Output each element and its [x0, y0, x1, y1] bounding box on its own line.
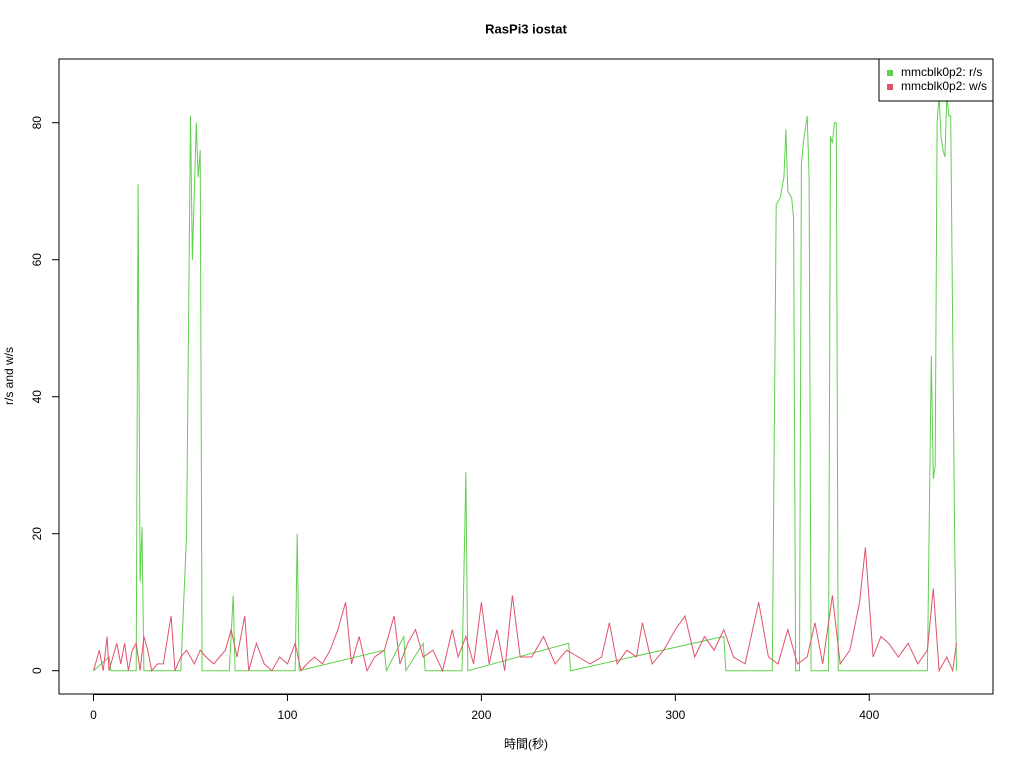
legend-swatch	[887, 84, 893, 90]
x-tick-label: 100	[277, 708, 297, 722]
x-tick-label: 300	[665, 708, 685, 722]
x-tick-label: 400	[859, 708, 879, 722]
legend-box	[878, 58, 994, 102]
data-line	[93, 547, 957, 673]
chart-title: RasPi3 iostat	[485, 21, 567, 36]
plot-frame	[58, 58, 994, 695]
legend-swatch	[887, 70, 893, 76]
x-tick-label: 0	[90, 708, 97, 722]
y-tick-label: 40	[30, 390, 44, 404]
x-tick-label: 200	[471, 708, 491, 722]
y-tick-label: 80	[30, 116, 44, 130]
y-tick-label: 0	[30, 667, 44, 674]
y-tick-label: 20	[30, 527, 44, 541]
y-axis-label: r/s and w/s	[2, 347, 16, 405]
y-tick-label: 60	[30, 253, 44, 267]
x-axis-label: 時間(秒)	[504, 737, 548, 751]
legend-label: mmcblk0p2: w/s	[901, 79, 987, 93]
data-line	[93, 95, 957, 673]
legend-label: mmcblk0p2: r/s	[901, 65, 982, 79]
